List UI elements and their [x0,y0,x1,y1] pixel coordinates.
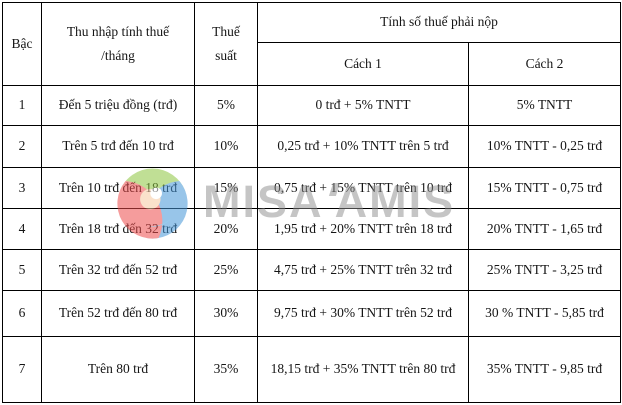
header-taxable-income-line1: Thu nhập tính thuế [66,23,170,39]
cell-level: 2 [2,125,42,168]
cell-method2: 5% TNTT [468,85,621,126]
cell-income: Trên 32 trđ đến 52 trđ [41,249,195,291]
cell-level: 5 [2,249,42,291]
table-row: 3 Trên 10 trđ đến 18 trđ 15% 0,75 trđ + … [2,167,621,209]
header-tax-calculation: Tính số thuế phải nộp [257,2,621,43]
cell-rate: 25% [194,249,258,291]
cell-method1: 9,75 trđ + 30% TNTT trên 52 trđ [257,290,469,337]
table-row: 7 Trên 80 trđ 35% 18,15 trđ + 35% TNTT t… [2,336,621,403]
cell-method1: 4,75 trđ + 25% TNTT trên 32 trđ [257,249,469,291]
table-row: 4 Trên 18 trđ đến 32 trđ 20% 1,95 trđ + … [2,208,621,250]
table-row: 2 Trên 5 trđ đến 10 trđ 10% 0,25 trđ + 1… [2,125,621,168]
cell-income: Đến 5 triệu đồng (trđ) [41,85,195,126]
cell-level: 7 [2,336,42,403]
cell-method2: 15% TNTT - 0,75 trđ [468,167,621,209]
cell-method2: 35% TNTT - 9,85 trđ [468,336,621,403]
cell-method1: 18,15 trđ + 35% TNTT trên 80 trđ [257,336,469,403]
header-tax-rate: Thuế suất [194,2,258,86]
cell-method2: 20% TNTT - 1,65 trđ [468,208,621,250]
cell-income: Trên 80 trđ [41,336,195,403]
cell-method1: 0,75 trđ + 15% TNTT trên 10 trđ [257,167,469,209]
cell-method2: 25% TNTT - 3,25 trđ [468,249,621,291]
cell-level: 6 [2,290,42,337]
table-row: 5 Trên 32 trđ đến 52 trđ 25% 4,75 trđ + … [2,249,621,291]
cell-income: Trên 5 trđ đến 10 trđ [41,125,195,168]
cell-rate: 20% [194,208,258,250]
cell-rate: 35% [194,336,258,403]
header-method-1: Cách 1 [257,42,469,86]
cell-rate: 5% [194,85,258,126]
header-level: Bậc [2,2,42,86]
header-tax-rate-line1: Thuế [212,23,240,39]
cell-income: Trên 18 trđ đến 32 trđ [41,208,195,250]
cell-rate: 30% [194,290,258,337]
header-taxable-income: Thu nhập tính thuế /tháng [41,2,195,86]
cell-level: 3 [2,167,42,209]
header-method-2: Cách 2 [468,42,621,86]
cell-level: 4 [2,208,42,250]
table-row: 6 Trên 52 trđ đến 80 trđ 30% 9,75 trđ + … [2,290,621,337]
cell-level: 1 [2,85,42,126]
cell-income: Trên 52 trđ đến 80 trđ [41,290,195,337]
header-taxable-income-line2: /tháng [101,48,135,63]
cell-rate: 15% [194,167,258,209]
cell-method1: 0 trđ + 5% TNTT [257,85,469,126]
cell-method2: 10% TNTT - 0,25 trđ [468,125,621,168]
cell-income: Trên 10 trđ đến 18 trđ [41,167,195,209]
cell-method2: 30 % TNTT - 5,85 trđ [468,290,621,337]
cell-rate: 10% [194,125,258,168]
header-tax-rate-line2: suất [215,48,237,63]
table-row: 1 Đến 5 triệu đồng (trđ) 5% 0 trđ + 5% T… [2,85,621,126]
cell-method1: 0,25 trđ + 10% TNTT trên 5 trđ [257,125,469,168]
cell-method1: 1,95 trđ + 20% TNTT trên 18 trđ [257,208,469,250]
